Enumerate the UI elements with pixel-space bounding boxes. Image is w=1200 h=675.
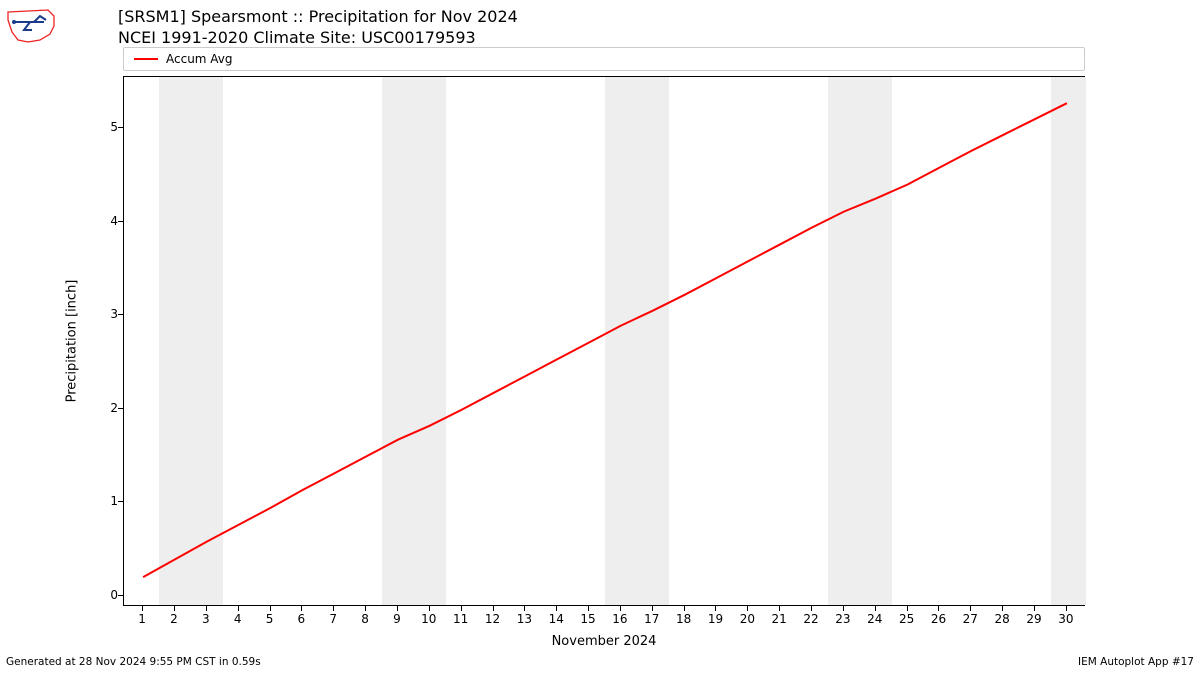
x-tick-label: 14 — [549, 612, 564, 626]
y-tick-label: 0 — [110, 588, 118, 602]
x-tick-label: 6 — [298, 612, 306, 626]
y-tick-label: 3 — [110, 307, 118, 321]
x-tick-label: 26 — [931, 612, 946, 626]
x-tick-mark — [970, 606, 971, 611]
chart-title-line2: NCEI 1991-2020 Climate Site: USC00179593 — [118, 28, 518, 47]
plot-area — [123, 76, 1085, 606]
x-tick-mark — [715, 606, 716, 611]
x-tick-mark — [556, 606, 557, 611]
x-tick-mark — [843, 606, 844, 611]
legend-line-swatch — [134, 58, 158, 60]
x-tick-mark — [429, 606, 430, 611]
x-tick-label: 17 — [644, 612, 659, 626]
y-tick-mark — [118, 221, 123, 222]
x-tick-label: 9 — [393, 612, 401, 626]
x-tick-label: 15 — [580, 612, 595, 626]
y-axis-label: Precipitation [inch] — [65, 280, 80, 403]
y-tick-label: 5 — [110, 120, 118, 134]
accum-avg-line — [143, 103, 1067, 577]
x-tick-mark — [875, 606, 876, 611]
x-tick-mark — [397, 606, 398, 611]
y-tick-label: 4 — [110, 214, 118, 228]
x-tick-mark — [907, 606, 908, 611]
x-tick-mark — [524, 606, 525, 611]
y-tick-label: 2 — [110, 401, 118, 415]
chart-title-line1: [SRSM1] Spearsmont :: Precipitation for … — [118, 7, 518, 26]
legend: Accum Avg — [123, 47, 1085, 71]
x-tick-label: 22 — [803, 612, 818, 626]
x-tick-mark — [747, 606, 748, 611]
x-tick-label: 27 — [963, 612, 978, 626]
x-tick-mark — [938, 606, 939, 611]
footer-app: IEM Autoplot App #17 — [1078, 656, 1194, 668]
x-tick-label: 24 — [867, 612, 882, 626]
y-tick-mark — [118, 127, 123, 128]
x-tick-label: 2 — [170, 612, 178, 626]
x-tick-mark — [365, 606, 366, 611]
y-tick-mark — [118, 314, 123, 315]
x-tick-mark — [493, 606, 494, 611]
x-tick-mark — [142, 606, 143, 611]
x-tick-mark — [588, 606, 589, 611]
x-tick-mark — [270, 606, 271, 611]
x-tick-mark — [620, 606, 621, 611]
x-tick-label: 23 — [835, 612, 850, 626]
x-tick-label: 30 — [1058, 612, 1073, 626]
x-tick-label: 3 — [202, 612, 210, 626]
x-tick-label: 21 — [772, 612, 787, 626]
x-tick-mark — [652, 606, 653, 611]
x-tick-label: 20 — [740, 612, 755, 626]
x-tick-label: 18 — [676, 612, 691, 626]
x-tick-label: 5 — [266, 612, 274, 626]
x-tick-label: 29 — [1026, 612, 1041, 626]
x-tick-mark — [301, 606, 302, 611]
x-tick-mark — [779, 606, 780, 611]
x-tick-label: 11 — [453, 612, 468, 626]
legend-label: Accum Avg — [166, 52, 233, 66]
y-tick-mark — [118, 501, 123, 502]
x-tick-mark — [1002, 606, 1003, 611]
x-tick-label: 8 — [361, 612, 369, 626]
x-tick-mark — [811, 606, 812, 611]
x-tick-mark — [174, 606, 175, 611]
x-tick-label: 19 — [708, 612, 723, 626]
chart-title-block: [SRSM1] Spearsmont :: Precipitation for … — [118, 7, 518, 47]
x-tick-mark — [1034, 606, 1035, 611]
x-tick-mark — [333, 606, 334, 611]
x-axis-label: November 2024 — [552, 634, 657, 649]
x-tick-label: 13 — [517, 612, 532, 626]
x-tick-mark — [1066, 606, 1067, 611]
x-tick-mark — [238, 606, 239, 611]
footer-generated: Generated at 28 Nov 2024 9:55 PM CST in … — [6, 656, 261, 668]
x-tick-label: 4 — [234, 612, 242, 626]
x-tick-mark — [684, 606, 685, 611]
x-tick-mark — [461, 606, 462, 611]
y-tick-mark — [118, 408, 123, 409]
x-tick-label: 10 — [421, 612, 436, 626]
plot-svg — [124, 77, 1086, 607]
x-tick-label: 12 — [485, 612, 500, 626]
x-tick-label: 28 — [995, 612, 1010, 626]
y-tick-label: 1 — [110, 494, 118, 508]
y-tick-mark — [118, 595, 123, 596]
x-tick-label: 16 — [612, 612, 627, 626]
x-tick-label: 7 — [329, 612, 337, 626]
x-tick-mark — [206, 606, 207, 611]
x-tick-label: 25 — [899, 612, 914, 626]
iem-logo — [4, 6, 58, 46]
x-tick-label: 1 — [138, 612, 146, 626]
